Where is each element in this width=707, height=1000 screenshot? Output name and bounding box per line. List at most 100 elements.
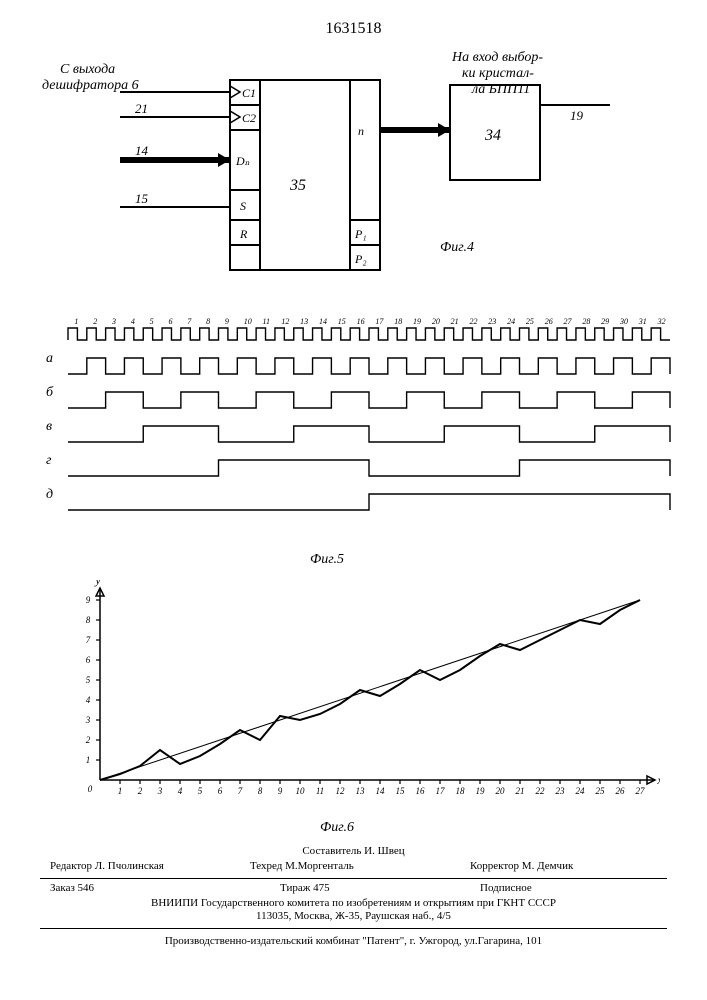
svg-text:17: 17 — [436, 786, 446, 796]
svg-text:4: 4 — [86, 695, 91, 705]
svg-text:22: 22 — [536, 786, 546, 796]
svg-text:30: 30 — [619, 317, 628, 326]
svg-text:8: 8 — [86, 615, 91, 625]
patent-number: 1631518 — [0, 20, 707, 38]
footer-editor: Редактор Л. Пчолинская — [50, 860, 164, 872]
fig4-caption: Фиг.4 — [440, 240, 474, 256]
svg-text:26: 26 — [545, 317, 553, 326]
svg-text:2: 2 — [138, 786, 143, 796]
svg-text:n: n — [358, 124, 364, 138]
svg-text:4: 4 — [131, 317, 135, 326]
svg-text:11: 11 — [263, 317, 270, 326]
svg-text:P₂: P₂ — [354, 252, 367, 266]
svg-text:14: 14 — [135, 143, 149, 158]
svg-text:19: 19 — [413, 317, 421, 326]
footer-rule2 — [40, 928, 667, 929]
svg-text:25: 25 — [526, 317, 534, 326]
svg-text:27: 27 — [564, 317, 573, 326]
svg-text:C2: C2 — [242, 111, 256, 125]
svg-text:23: 23 — [556, 786, 566, 796]
svg-text:22: 22 — [469, 317, 477, 326]
fig4-label-left2: дешифратора 6 — [42, 78, 139, 94]
svg-text:19: 19 — [476, 786, 486, 796]
svg-text:5: 5 — [150, 317, 154, 326]
svg-text:24: 24 — [507, 317, 515, 326]
svg-text:3: 3 — [85, 715, 91, 725]
svg-text:в: в — [46, 419, 52, 434]
footer-org1: ВНИИПИ Государственного комитета по изоб… — [0, 897, 707, 909]
svg-text:д: д — [46, 487, 53, 502]
svg-text:31: 31 — [638, 317, 647, 326]
footer-addr1: 113035, Москва, Ж-35, Раушская наб., 4/5 — [0, 910, 707, 922]
svg-text:26: 26 — [616, 786, 626, 796]
svg-text:13: 13 — [300, 317, 308, 326]
svg-text:9: 9 — [86, 595, 91, 605]
svg-text:P₁: P₁ — [354, 227, 367, 241]
svg-text:15: 15 — [396, 786, 406, 796]
svg-text:6: 6 — [218, 786, 223, 796]
svg-text:5: 5 — [86, 675, 91, 685]
svg-text:а: а — [46, 351, 53, 366]
fig5-timing: 1234567891011121314151617181920212223242… — [40, 310, 680, 540]
svg-text:16: 16 — [416, 786, 426, 796]
fig4-label-right1: На вход выбор- — [452, 50, 543, 66]
svg-text:14: 14 — [376, 786, 386, 796]
svg-text:29: 29 — [601, 317, 609, 326]
svg-text:4: 4 — [178, 786, 183, 796]
fig4-label-right2: ки кристал- — [462, 66, 534, 82]
svg-text:27: 27 — [636, 786, 646, 796]
svg-text:18: 18 — [394, 317, 402, 326]
svg-text:2: 2 — [93, 317, 97, 326]
svg-text:y: y — [94, 580, 101, 587]
svg-text:12: 12 — [281, 317, 289, 326]
fig5-caption: Фиг.5 — [310, 552, 344, 568]
footer-compiler: Составитель И. Швец — [0, 845, 707, 857]
svg-text:11: 11 — [316, 786, 324, 796]
svg-text:9: 9 — [278, 786, 283, 796]
svg-text:15: 15 — [338, 317, 346, 326]
svg-text:9: 9 — [225, 317, 229, 326]
fig4-label-right3: ла БПП11 — [472, 82, 530, 98]
svg-text:13: 13 — [356, 786, 366, 796]
svg-text:3: 3 — [111, 317, 116, 326]
svg-text:6: 6 — [86, 655, 91, 665]
svg-text:8: 8 — [258, 786, 263, 796]
svg-text:34: 34 — [484, 127, 501, 144]
svg-text:6: 6 — [168, 317, 172, 326]
svg-text:21: 21 — [135, 101, 148, 116]
svg-text:2: 2 — [86, 735, 91, 745]
svg-text:32: 32 — [657, 317, 666, 326]
svg-text:R: R — [239, 227, 248, 241]
svg-text:21: 21 — [451, 317, 459, 326]
svg-text:C1: C1 — [242, 86, 256, 100]
fig6-chart: xy12345678912345678910111213141516171819… — [60, 580, 660, 810]
svg-text:19: 19 — [570, 108, 584, 123]
svg-text:16: 16 — [357, 317, 365, 326]
footer-order: Заказ 546 — [50, 882, 94, 894]
svg-text:г: г — [46, 453, 52, 468]
svg-text:7: 7 — [187, 317, 192, 326]
svg-text:18: 18 — [456, 786, 466, 796]
svg-text:25: 25 — [596, 786, 606, 796]
footer-tirage: Тираж 475 — [280, 882, 330, 894]
svg-text:3: 3 — [157, 786, 163, 796]
svg-text:1: 1 — [86, 755, 91, 765]
svg-text:1: 1 — [74, 317, 78, 326]
svg-text:20: 20 — [432, 317, 440, 326]
svg-text:0: 0 — [88, 784, 93, 794]
svg-text:7: 7 — [86, 635, 91, 645]
footer-subscription: Подписное — [480, 882, 532, 894]
footer-rule1 — [40, 878, 667, 879]
fig4-label-left1: С выхода — [60, 62, 115, 78]
fig4-diagram: C1C2DₙSRnP₁P₂353421141519 — [80, 55, 620, 295]
svg-text:5: 5 — [198, 786, 203, 796]
svg-text:12: 12 — [336, 786, 346, 796]
footer-techred: Техред М.Моргенталь — [250, 860, 354, 872]
svg-text:24: 24 — [576, 786, 586, 796]
footer-org2: Производственно-издательский комбинат "П… — [0, 935, 707, 947]
svg-text:23: 23 — [488, 317, 496, 326]
fig6-caption: Фиг.6 — [320, 820, 354, 836]
svg-text:21: 21 — [516, 786, 525, 796]
svg-text:Dₙ: Dₙ — [235, 154, 250, 168]
svg-text:15: 15 — [135, 191, 149, 206]
